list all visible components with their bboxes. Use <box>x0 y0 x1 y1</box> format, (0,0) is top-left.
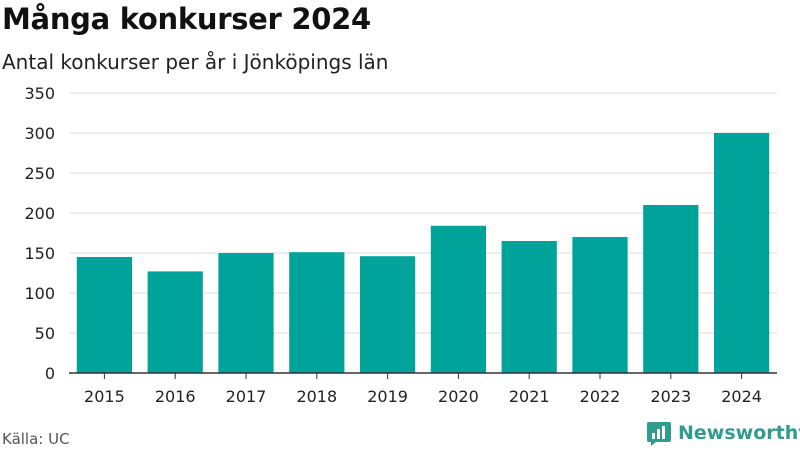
newsworthy-logo-icon <box>647 422 671 446</box>
bars <box>76 133 770 373</box>
source-note: Källa: UC <box>2 430 70 448</box>
bar-2015 <box>76 257 133 373</box>
bar-2024 <box>713 133 770 373</box>
x-tick-label: 2021 <box>509 387 550 406</box>
bar-2023 <box>643 205 699 373</box>
x-tick-label: 2018 <box>296 387 337 406</box>
x-tick-label: 2020 <box>438 387 479 406</box>
chart-subtitle: Antal konkurser per år i Jönköpings län <box>2 50 389 74</box>
brand-name: Newsworthy <box>678 422 800 444</box>
bar-2019 <box>359 256 416 373</box>
bar-2022 <box>572 237 628 373</box>
y-tick-label: 200 <box>24 204 55 223</box>
brand: Newsworthy <box>646 420 800 446</box>
y-tick-label: 50 <box>35 324 55 343</box>
bar-2021 <box>501 241 557 373</box>
y-tick-label: 150 <box>24 244 55 263</box>
x-tick-label: 2024 <box>721 387 762 406</box>
bar-2018 <box>289 252 345 373</box>
x-tick-label: 2016 <box>155 387 196 406</box>
x-tick-label: 2015 <box>84 387 125 406</box>
y-tick-label: 300 <box>24 124 55 143</box>
x-tick-label: 2017 <box>226 387 267 406</box>
bar-2017 <box>218 253 274 373</box>
y-tick-label: 100 <box>24 284 55 303</box>
y-axis-ticks: 0 50 100 150 200 250 300 350 <box>24 84 55 383</box>
bar-2016 <box>147 271 203 373</box>
chart-title: Många konkurser 2024 <box>2 2 371 36</box>
x-tick-label: 2023 <box>650 387 691 406</box>
y-tick-label: 350 <box>24 84 55 103</box>
x-axis-ticks: 2015 2016 2017 2018 2019 2020 2021 2022 2023 2024 <box>84 373 762 406</box>
x-tick-label: 2019 <box>367 387 408 406</box>
bar-2020 <box>430 225 487 373</box>
y-tick-label: 0 <box>45 364 55 383</box>
x-tick-label: 2022 <box>580 387 621 406</box>
y-tick-label: 250 <box>24 164 55 183</box>
